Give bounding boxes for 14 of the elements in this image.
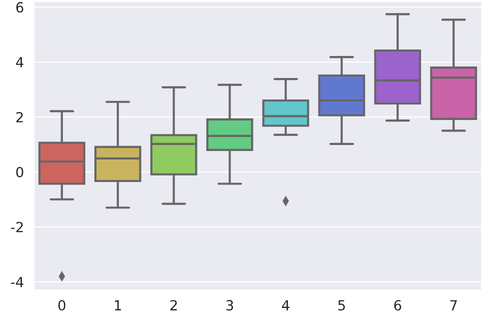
x-tick-label: 6 <box>394 300 402 311</box>
x-tick-label: 1 <box>114 300 121 310</box>
x-tick-label: 7 <box>450 300 457 310</box>
y-tick-label: -2 <box>10 222 23 232</box>
y-tick-label: 4 <box>16 57 24 68</box>
x-tick-label: 2 <box>170 300 177 310</box>
y-tick-label: 6 <box>16 2 24 13</box>
y-tick-label: -4 <box>10 276 24 288</box>
x-tick-label: 3 <box>226 300 234 311</box>
x-tick-label: 0 <box>58 300 66 311</box>
x-tick-label: 5 <box>338 300 345 311</box>
y-tick-label: 2 <box>16 112 23 122</box>
x-tick-label: 4 <box>282 300 290 310</box>
y-tick-label: 0 <box>16 166 24 178</box>
